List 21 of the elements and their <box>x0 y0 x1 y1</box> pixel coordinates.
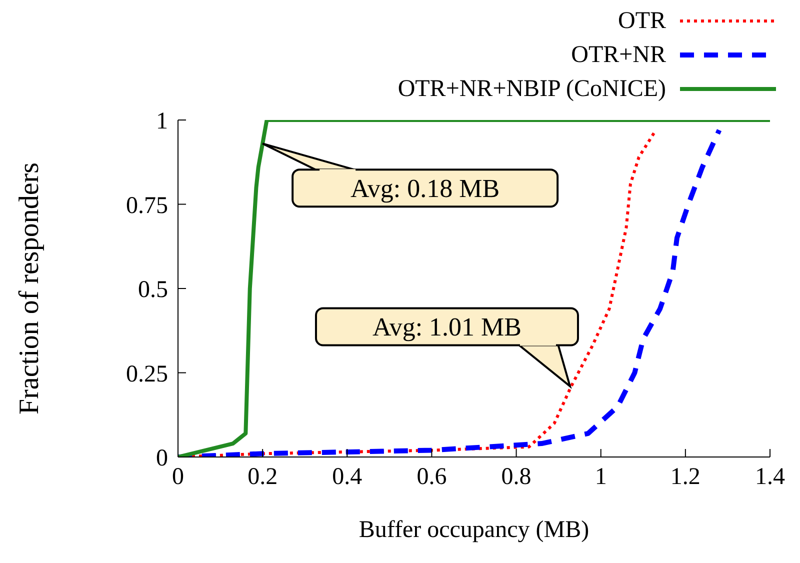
y-tick-label: 0 <box>156 446 168 472</box>
annotation: Avg: 0.18 MB <box>350 174 500 204</box>
y-tick-label: 0.5 <box>138 277 168 304</box>
x-tick-label: 0.6 <box>416 464 447 490</box>
x-tick-label: 1 <box>594 464 607 490</box>
x-axis-title: Buffer occupancy (MB) <box>358 517 590 543</box>
y-tick-label: 0.75 <box>126 192 168 219</box>
y-tick-label: 0.25 <box>126 361 168 388</box>
legend-label: OTR+NR <box>571 42 666 68</box>
x-tick-label: 1.2 <box>670 464 700 490</box>
y-axis-title: Fraction of responders <box>14 162 45 414</box>
legend-label: OTR+NR+NBIP (CoNICE) <box>398 76 666 102</box>
x-tick-label: 1.4 <box>755 464 785 490</box>
x-tick-label: 0.4 <box>332 464 362 490</box>
y-tick-label: 1 <box>156 108 168 135</box>
x-tick-label: 0 <box>172 464 184 490</box>
x-tick-label: 0.2 <box>248 464 278 490</box>
annotation: Avg: 1.01 MB <box>372 312 522 342</box>
callout-box: Avg: 1.01 MB <box>315 307 579 389</box>
legend-label: OTR <box>618 8 666 34</box>
x-tick-label: 0.8 <box>501 464 532 490</box>
